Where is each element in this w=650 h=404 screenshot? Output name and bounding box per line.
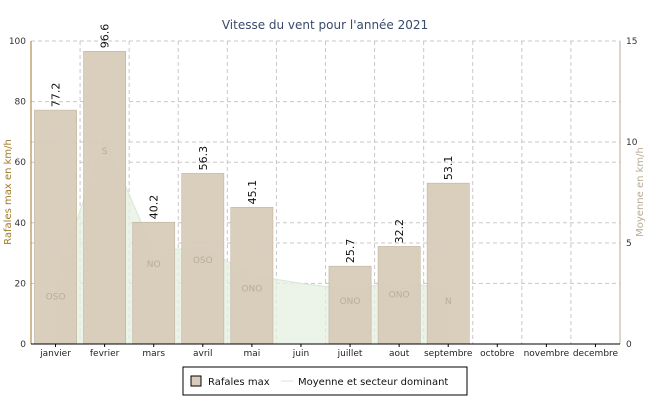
- left-tick-label: 20: [15, 279, 27, 289]
- direction-label: OSO: [46, 292, 66, 302]
- bar-value-label: 32.2: [393, 219, 406, 244]
- direction-labels: OSO S NO OSO ONO ONO ONO N: [46, 147, 452, 307]
- category-label: octobre: [480, 349, 515, 359]
- direction-label: S: [102, 147, 108, 157]
- category-label: fevrier: [90, 349, 120, 359]
- bar-mai: [230, 207, 274, 345]
- bar-fevrier: [83, 51, 126, 345]
- chart-title: Vitesse du vent pour l'année 2021: [222, 18, 428, 32]
- direction-label: ONO: [389, 290, 410, 300]
- category-label: mai: [243, 349, 260, 359]
- category-label: avril: [193, 349, 213, 359]
- gust-bar-series: [34, 51, 470, 345]
- bar-value-label: 56.3: [197, 146, 210, 171]
- bar-mars: [132, 221, 176, 345]
- category-label: septembre: [424, 349, 473, 359]
- axes: 0 20 40 60 80 100 0 5 10 15 janvier fevrier mars avri…: [9, 37, 638, 359]
- direction-label: OSO: [193, 256, 213, 266]
- category-label: mars: [142, 349, 165, 359]
- right-axis-title: Moyenne en km/h: [635, 147, 646, 237]
- left-tick-label: 100: [9, 37, 26, 47]
- bar-value-label: 96.6: [99, 24, 112, 49]
- bar-value-labels: 77.2 96.6 40.2 56.3 45.1 25.7 32.2 53.1: [50, 24, 456, 263]
- direction-label: N: [445, 297, 452, 307]
- legend: Rafales max Moyenne et secteur dominant: [182, 366, 468, 396]
- right-tick-label: 0: [626, 340, 632, 350]
- right-tick-label: 10: [626, 138, 638, 148]
- category-label: decembre: [573, 349, 619, 359]
- direction-label: ONO: [241, 284, 262, 294]
- direction-label: ONO: [340, 297, 361, 307]
- right-tick-label: 5: [626, 239, 632, 249]
- category-label: juillet: [337, 349, 363, 359]
- bar-value-label: 77.2: [50, 83, 63, 108]
- bar-value-label: 25.7: [344, 239, 357, 264]
- bar-value-label: 45.1: [246, 180, 259, 205]
- left-axis-title: Rafales max en km/h: [3, 139, 14, 245]
- left-tick-label: 0: [20, 340, 26, 350]
- bar-septembre: [426, 182, 470, 345]
- bar-value-label: 53.1: [442, 156, 455, 181]
- legend-box: [182, 366, 468, 396]
- category-label: aout: [389, 349, 410, 359]
- left-tick-label: 60: [15, 158, 27, 168]
- right-tick-label: 15: [626, 37, 637, 47]
- bar-juillet: [328, 265, 372, 345]
- legend-label-average: Moyenne et secteur dominant: [298, 377, 448, 388]
- category-label: janvier: [39, 349, 71, 359]
- legend-swatch-gusts: [190, 375, 202, 387]
- left-tick-label: 80: [15, 98, 27, 108]
- category-label: novembre: [524, 349, 570, 359]
- bar-janvier: [34, 109, 77, 345]
- bar-value-label: 40.2: [148, 195, 161, 220]
- bar-avril: [181, 173, 225, 345]
- legend-label-gusts: Rafales max: [208, 377, 270, 388]
- direction-label: NO: [147, 260, 161, 270]
- left-tick-label: 40: [15, 219, 27, 229]
- category-label: juin: [292, 349, 309, 359]
